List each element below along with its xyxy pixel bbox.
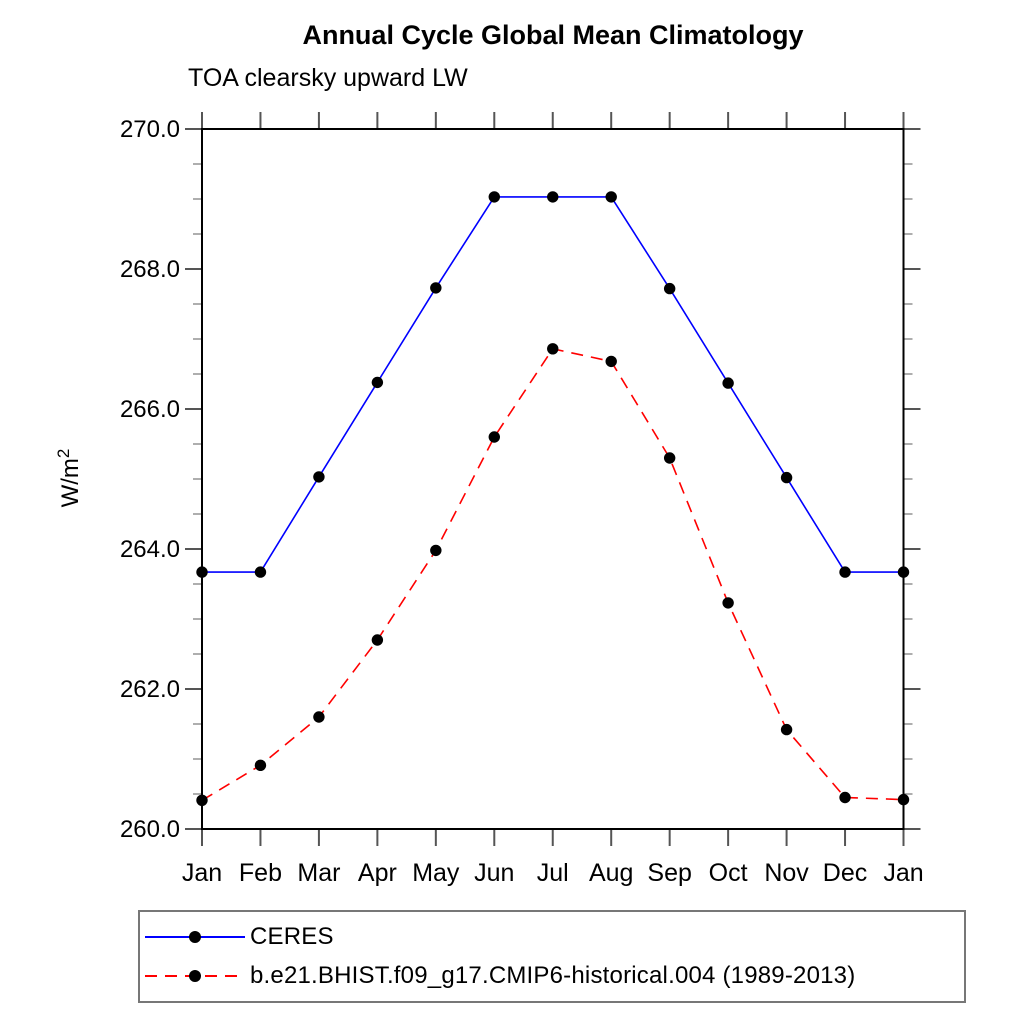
y-tick-label: 266.0 xyxy=(120,396,180,423)
x-tick-label: Jun xyxy=(474,859,514,887)
y-tick-label: 270.0 xyxy=(120,116,180,143)
x-tick-label: Oct xyxy=(709,859,748,887)
x-tick-label: Jan xyxy=(182,859,222,887)
data-point-marker xyxy=(196,794,208,806)
series-line-model xyxy=(201,347,904,801)
data-point-marker xyxy=(722,597,734,609)
x-tick-label: Sep xyxy=(647,859,691,887)
y-axis-title: W/m2 xyxy=(54,449,84,508)
data-point-marker xyxy=(839,791,851,804)
data-point-marker xyxy=(371,376,384,389)
data-point-marker xyxy=(897,566,910,578)
x-tick-label: Mar xyxy=(297,859,340,887)
chart-title: Annual Cycle Global Mean Climatology xyxy=(302,20,804,50)
chart-subtitle: TOA clearsky upward LW xyxy=(188,64,468,92)
data-point-marker xyxy=(254,759,267,771)
data-point-marker xyxy=(430,544,442,557)
legend-item-model: b.e21.BHIST.f09_g17.CMIP6-historical.004… xyxy=(140,962,964,990)
data-point-marker xyxy=(839,566,851,578)
series-line-ceres xyxy=(202,196,904,573)
legend-box: CERES b.e21.BHIST.f09_g17.CMIP6-historic… xyxy=(138,910,966,1003)
data-point-marker xyxy=(488,431,500,443)
x-tick-label: Jul xyxy=(537,859,569,887)
data-point-marker xyxy=(547,343,559,355)
y-tick-label: 268.0 xyxy=(120,256,180,283)
x-tick-label: May xyxy=(412,859,460,887)
data-point-marker xyxy=(722,377,734,389)
data-point-marker xyxy=(605,191,617,203)
data-point-marker xyxy=(430,282,442,294)
legend-label-model: b.e21.BHIST.f09_g17.CMIP6-historical.004… xyxy=(250,962,856,989)
data-point-marker xyxy=(780,723,793,736)
legend-label-ceres: CERES xyxy=(250,923,334,950)
data-point-marker xyxy=(780,471,793,484)
data-point-marker xyxy=(897,793,910,806)
data-point-marker xyxy=(313,711,325,723)
y-tick-label: 260.0 xyxy=(120,816,180,843)
x-tick-label: Dec xyxy=(823,859,867,887)
x-tick-label: Jan xyxy=(883,859,923,887)
legend-line-marker-sample-icon xyxy=(145,970,245,982)
legend-line-marker-sample-icon xyxy=(145,931,245,943)
x-tick-label: Apr xyxy=(358,859,397,887)
data-point-marker xyxy=(254,566,267,578)
x-tick-label: Nov xyxy=(764,859,809,887)
x-tick-label: Aug xyxy=(589,859,633,887)
y-tick-label: 264.0 xyxy=(120,536,180,563)
data-point-marker xyxy=(663,282,676,295)
x-tick-label: Feb xyxy=(239,859,282,887)
data-point-marker xyxy=(488,191,500,203)
data-point-marker xyxy=(605,355,617,368)
data-point-marker xyxy=(196,566,208,578)
data-point-marker xyxy=(371,634,384,646)
legend-item-ceres: CERES xyxy=(140,923,964,951)
data-point-marker xyxy=(313,471,325,483)
data-point-marker xyxy=(547,191,559,203)
plot-frame xyxy=(201,128,905,830)
data-point-marker xyxy=(663,452,676,464)
y-tick-label: 262.0 xyxy=(120,676,180,703)
